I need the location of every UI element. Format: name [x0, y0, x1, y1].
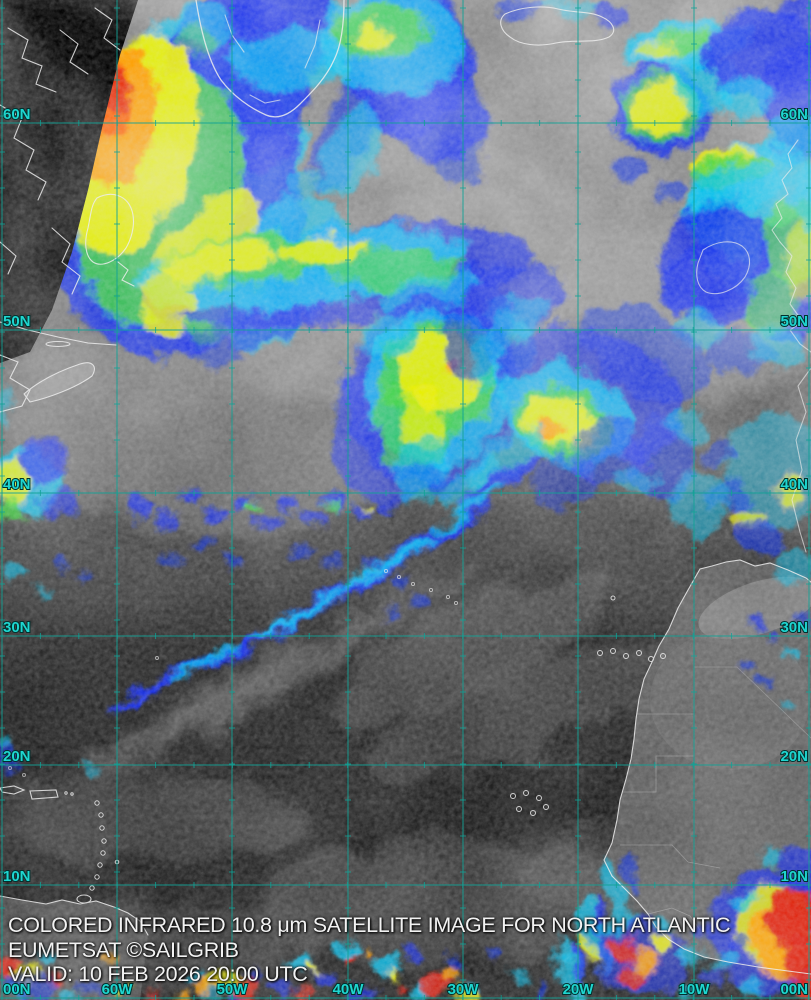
grid-label: 10N	[780, 868, 808, 885]
grid-label: 50W	[217, 981, 249, 998]
caption-credit: EUMETSAT ©SAILGRIB	[8, 937, 239, 962]
grid-label: 60N	[780, 106, 808, 123]
grid-label: 20N	[3, 748, 31, 765]
grid-label: 60N	[3, 106, 31, 123]
grid-label: 40W	[333, 981, 365, 998]
grid-label: 60W	[102, 981, 134, 998]
grid-label: 40N	[3, 476, 31, 493]
grid-label: 50N	[780, 313, 808, 330]
grid-label: 10W	[679, 981, 711, 998]
grid-label: 30N	[780, 619, 808, 636]
grid-label: 40N	[780, 476, 808, 493]
grid-label: 10N	[3, 868, 31, 885]
grid-label: 00N	[780, 981, 808, 998]
grid-label: 30W	[448, 981, 480, 998]
grid-label: 30N	[3, 619, 31, 636]
caption-valid-time: VALID: 10 FEB 2026 20:00 UTC	[8, 962, 308, 986]
grid-label: 50N	[3, 313, 31, 330]
grid-label: 20N	[780, 748, 808, 765]
caption-title: COLORED INFRARED 10.8 μm SATELLITE IMAGE…	[8, 913, 731, 937]
grid-label: 00N	[3, 981, 31, 998]
grid-label: 20W	[563, 981, 595, 998]
caption-block: COLORED INFRARED 10.8 μm SATELLITE IMAGE…	[8, 913, 731, 987]
